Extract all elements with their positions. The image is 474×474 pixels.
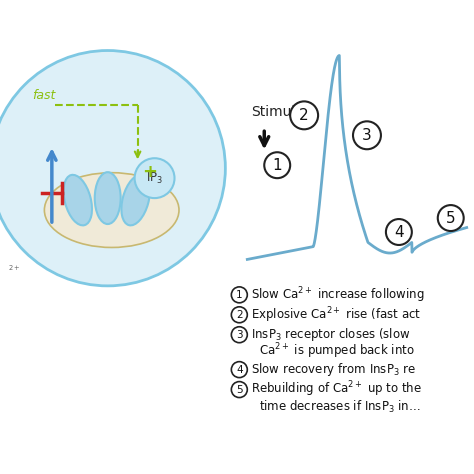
Text: 4: 4 bbox=[394, 225, 404, 239]
Circle shape bbox=[264, 152, 290, 178]
Circle shape bbox=[231, 287, 247, 303]
Circle shape bbox=[290, 101, 318, 129]
Circle shape bbox=[231, 382, 247, 398]
Text: $_{2+}$: $_{2+}$ bbox=[8, 263, 20, 273]
Text: 5: 5 bbox=[446, 210, 456, 226]
Text: 1: 1 bbox=[273, 158, 282, 173]
Text: Stimulus: Stimulus bbox=[251, 105, 311, 119]
Circle shape bbox=[353, 121, 381, 149]
Text: 2: 2 bbox=[300, 108, 309, 123]
Text: IP$_3$: IP$_3$ bbox=[146, 171, 163, 186]
Text: Slow recovery from InsP$_3$ re: Slow recovery from InsP$_3$ re bbox=[251, 361, 416, 378]
Ellipse shape bbox=[64, 175, 92, 225]
Circle shape bbox=[231, 307, 247, 323]
Text: time decreases if InsP$_3$ in…: time decreases if InsP$_3$ in… bbox=[259, 399, 421, 415]
Text: Ca$^{2+}$ is pumped back into: Ca$^{2+}$ is pumped back into bbox=[259, 342, 415, 362]
Text: Rebuilding of Ca$^{2+}$ up to the: Rebuilding of Ca$^{2+}$ up to the bbox=[251, 380, 422, 400]
Text: InsP$_3$ receptor closes (slow: InsP$_3$ receptor closes (slow bbox=[251, 326, 411, 343]
Ellipse shape bbox=[121, 175, 150, 225]
Text: 4: 4 bbox=[236, 365, 243, 374]
Ellipse shape bbox=[95, 172, 121, 224]
Text: 2: 2 bbox=[236, 310, 243, 320]
Circle shape bbox=[438, 205, 464, 231]
Circle shape bbox=[231, 362, 247, 378]
Text: 3: 3 bbox=[236, 330, 243, 340]
Text: +: + bbox=[143, 163, 157, 181]
Ellipse shape bbox=[45, 173, 179, 247]
Text: 1: 1 bbox=[236, 290, 243, 300]
Circle shape bbox=[231, 327, 247, 343]
Text: Slow Ca$^{2+}$ increase following: Slow Ca$^{2+}$ increase following bbox=[251, 285, 425, 305]
Text: fast: fast bbox=[32, 89, 55, 102]
Text: Explosive Ca$^{2+}$ rise (fast act: Explosive Ca$^{2+}$ rise (fast act bbox=[251, 305, 421, 325]
Text: 3: 3 bbox=[362, 128, 372, 143]
Circle shape bbox=[135, 158, 174, 198]
Circle shape bbox=[386, 219, 412, 245]
Circle shape bbox=[0, 51, 225, 286]
Text: 5: 5 bbox=[236, 384, 243, 394]
